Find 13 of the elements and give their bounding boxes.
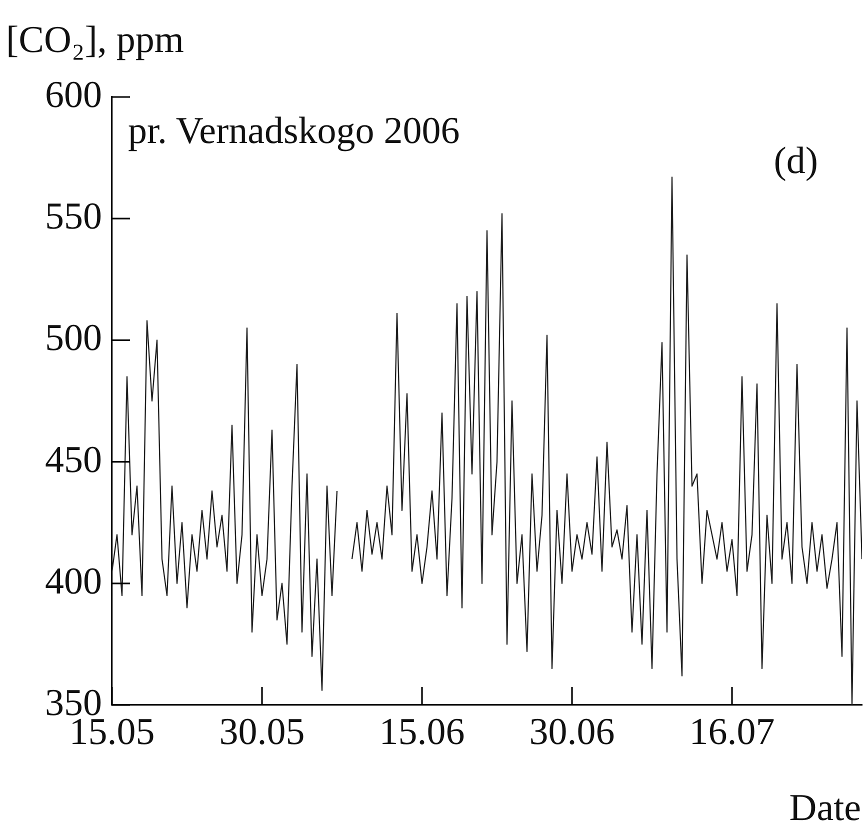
x-tick-label: 30.06 [529, 710, 615, 753]
x-tick-label: 30.05 [219, 710, 305, 753]
x-axis-title: Date [789, 787, 861, 829]
y-tick-label: 600 [45, 74, 102, 116]
y-tick-label: 500 [45, 317, 102, 360]
annotation: pr. Vernadskogo 2006 [128, 110, 460, 152]
y-tick-label: 450 [45, 438, 102, 481]
annotation: (d) [774, 140, 818, 182]
y-tick-label: 550 [45, 196, 102, 238]
y-tick-label: 400 [45, 560, 102, 602]
x-tick-label: 16.07 [689, 710, 775, 753]
y-axis-title: [CO₂], ppm [6, 19, 184, 61]
x-tick-label: 15.06 [379, 710, 465, 753]
